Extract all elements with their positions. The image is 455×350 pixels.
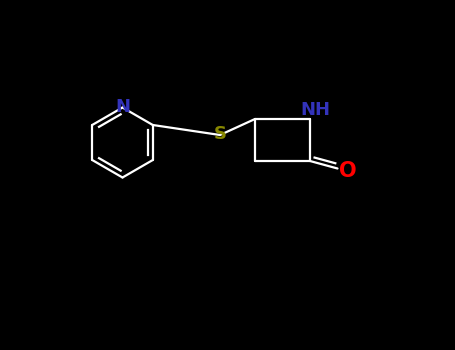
- Text: O: O: [339, 161, 356, 181]
- Text: S: S: [213, 125, 227, 143]
- Text: NH: NH: [300, 101, 330, 119]
- Text: N: N: [115, 98, 130, 117]
